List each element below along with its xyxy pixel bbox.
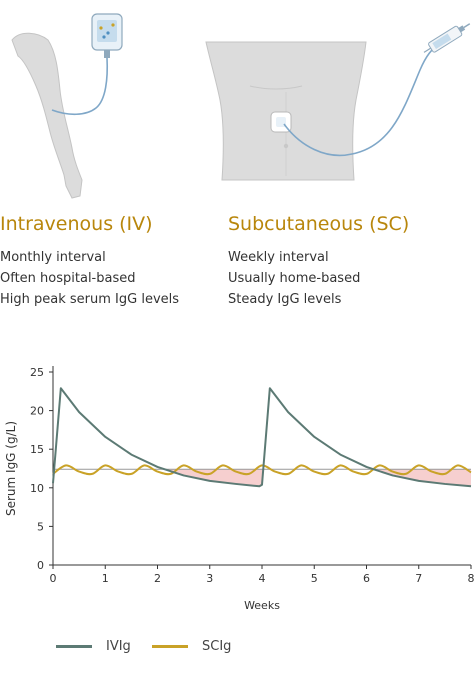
syringe-icon [423, 23, 471, 53]
sc-facts-list: Weekly interval Usually home-based Stead… [228, 248, 360, 311]
y-tick-label: 25 [30, 366, 44, 379]
y-tick-label: 20 [30, 405, 44, 418]
legend-label-scig: SCIg [202, 638, 232, 654]
y-axis-label: Serum IgG (g/L) [4, 421, 18, 516]
sc-fact: Weekly interval [228, 250, 329, 265]
legend-swatch-ivig [56, 644, 92, 648]
sc-title: Subcutaneous (SC) [228, 213, 410, 235]
series-line-scig [52, 464, 472, 476]
iv-arm-illustration [11, 32, 83, 199]
x-tick-label: 1 [102, 572, 109, 585]
y-tick-label: 5 [37, 520, 44, 533]
iv-fact: Often hospital-based [0, 271, 136, 286]
x-tick-label: 4 [259, 572, 266, 585]
iv-fact: Monthly interval [0, 250, 106, 265]
y-tick-label: 15 [30, 443, 44, 456]
x-axis-label: Weeks [244, 599, 280, 612]
legend-swatch-scig [152, 644, 188, 648]
x-tick-label: 8 [468, 572, 474, 585]
iv-title: Intravenous (IV) [0, 213, 153, 235]
iv-facts-list: Monthly interval Often hospital-based Hi… [0, 248, 179, 311]
torso-illustration [205, 41, 367, 181]
legend-item-ivig: IVIg [56, 636, 131, 656]
y-tick-label: 0 [37, 559, 44, 572]
x-tick-label: 2 [154, 572, 161, 585]
iv-fact: High peak serum IgG levels [0, 292, 180, 307]
x-tick-label: 3 [206, 572, 213, 585]
y-tick-label: 10 [30, 482, 44, 495]
sc-fact: Steady IgG levels [228, 292, 342, 307]
series-line-ivig [52, 387, 472, 488]
sc-fact: Usually home-based [228, 271, 361, 286]
x-tick-label: 5 [311, 572, 318, 585]
iv-tubing [51, 57, 109, 116]
legend-item-scig: SCIg [152, 636, 231, 656]
shaded-deficit-area [373, 469, 471, 487]
serum-igg-chart: 0 5 10 15 20 25 0 1 2 3 4 5 6 7 8 Weeks Serum IgG (g/L) [4, 366, 474, 612]
x-tick-label: 6 [363, 572, 370, 585]
legend-label-ivig: IVIg [106, 638, 131, 654]
administration-illustrations [11, 13, 471, 199]
x-tick-label: 0 [50, 572, 57, 585]
sc-tubing [283, 43, 441, 157]
x-tick-label: 7 [415, 572, 422, 585]
iv-bag-icon [91, 13, 123, 58]
